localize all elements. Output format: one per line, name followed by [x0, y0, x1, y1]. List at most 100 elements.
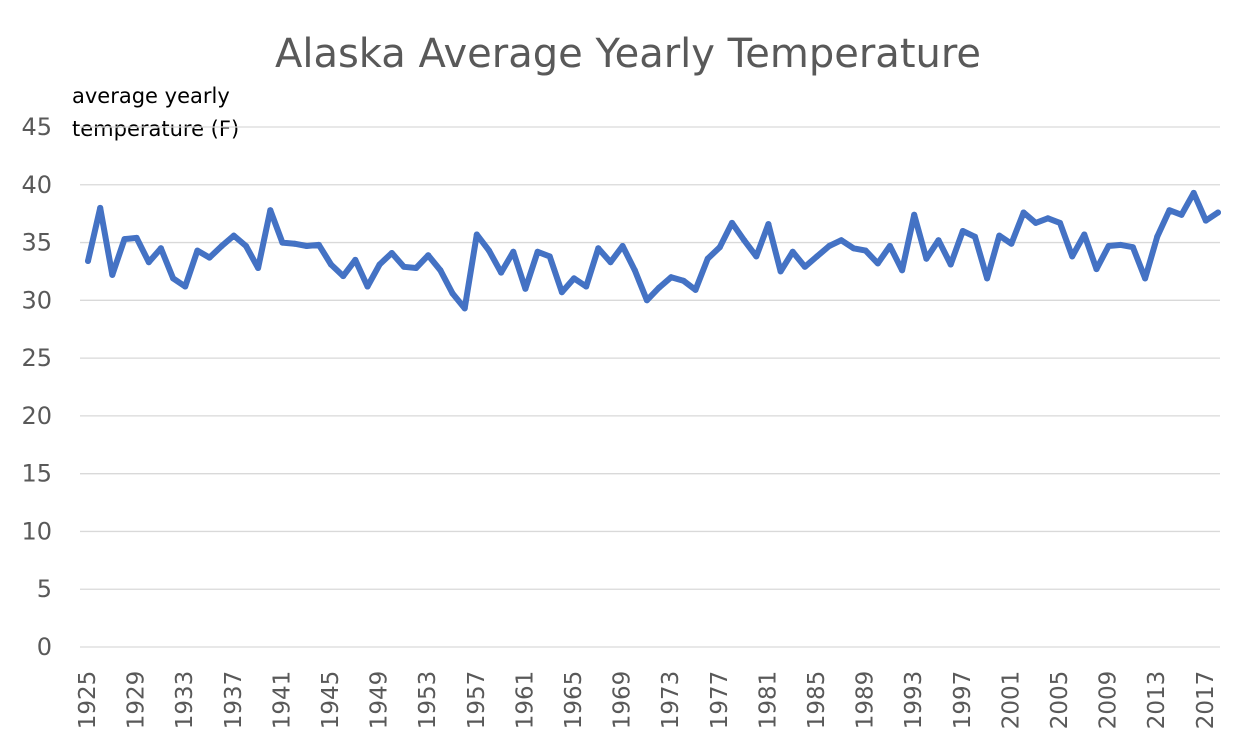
data-point: [1154, 233, 1161, 240]
data-point: [753, 253, 760, 260]
data-point: [267, 207, 274, 214]
data-point: [607, 259, 614, 266]
data-point: [571, 275, 577, 282]
data-point: [838, 237, 845, 244]
data-point: [522, 285, 529, 292]
gridlines: [80, 126, 1220, 648]
data-point: [206, 254, 213, 261]
data-point: [741, 237, 748, 244]
data-point: [85, 258, 91, 264]
x-tick-label: 1981: [755, 671, 781, 730]
y-tick-label: 30: [21, 286, 52, 314]
data-point: [656, 284, 663, 291]
data-point: [437, 267, 444, 274]
data-point: [473, 231, 480, 238]
data-point: [218, 243, 225, 249]
series-layer: [85, 189, 1221, 312]
data-point: [1093, 266, 1100, 273]
y-tick-label: 20: [21, 402, 52, 430]
data-point: [510, 248, 517, 255]
data-point: [704, 255, 711, 262]
data-point: [376, 261, 383, 268]
data-point: [716, 244, 723, 251]
data-point: [425, 252, 432, 259]
data-point: [996, 232, 1003, 239]
data-point: [1020, 209, 1027, 216]
x-tick-label: 1953: [415, 671, 441, 730]
y-tick-label: 0: [37, 633, 52, 661]
data-point: [364, 283, 371, 290]
x-tick-label: 2009: [1096, 671, 1122, 730]
data-point: [1215, 209, 1221, 216]
data-point: [935, 237, 942, 244]
x-tick-label: 1957: [464, 671, 490, 730]
data-point: [243, 243, 249, 249]
data-point: [498, 269, 505, 276]
x-tick-label: 1929: [124, 671, 150, 730]
y-tick-label: 5: [37, 575, 52, 603]
x-tick-label: 1993: [901, 671, 927, 730]
data-point: [1105, 243, 1112, 249]
data-point: [145, 259, 152, 266]
data-point: [1032, 219, 1039, 226]
x-tick-label: 1941: [269, 671, 295, 730]
data-point: [826, 243, 833, 249]
data-point: [109, 271, 116, 278]
x-tick-label: 1973: [658, 671, 684, 730]
data-point: [643, 297, 650, 304]
data-point: [255, 265, 262, 271]
data-point: [899, 267, 906, 274]
data-point: [328, 261, 334, 268]
data-point: [862, 247, 869, 254]
data-point: [631, 267, 638, 274]
data-point: [595, 245, 602, 252]
x-tick-label: 1989: [853, 671, 879, 730]
data-point: [449, 290, 456, 297]
data-point: [814, 253, 820, 260]
y-tick-label: 25: [21, 344, 52, 372]
data-point: [170, 275, 177, 282]
data-point: [765, 221, 772, 228]
data-point: [97, 204, 104, 211]
data-point: [972, 233, 978, 240]
data-point: [1202, 217, 1209, 224]
data-point: [486, 247, 492, 254]
x-tick-label: 1965: [561, 671, 587, 730]
data-point: [230, 232, 237, 239]
data-point: [400, 263, 407, 270]
data-point: [1190, 189, 1197, 196]
data-point: [303, 243, 310, 249]
y-axis-label-line-2: temperature (F): [72, 117, 239, 141]
data-point: [461, 305, 468, 312]
y-tick-label: 10: [21, 517, 52, 545]
y-axis-ticks: 0 5 10 15 20 25 30 35 40 45: [21, 113, 52, 661]
data-point: [121, 236, 128, 243]
data-point: [1081, 231, 1088, 238]
data-point: [546, 253, 553, 260]
data-point: [1129, 244, 1136, 251]
y-tick-label: 15: [21, 460, 52, 488]
data-point: [911, 211, 918, 218]
data-point: [801, 263, 808, 270]
chart-title: Alaska Average Yearly Temperature: [275, 31, 981, 77]
x-tick-label: 1933: [172, 671, 198, 730]
x-tick-label: 2013: [1144, 671, 1170, 730]
data-point: [340, 273, 347, 280]
x-tick-label: 1937: [221, 671, 247, 730]
data-point: [534, 248, 541, 255]
data-point: [182, 283, 189, 290]
x-tick-label: 1969: [610, 671, 636, 730]
data-point: [388, 250, 395, 256]
x-tick-label: 1977: [707, 671, 733, 730]
data-point: [413, 265, 420, 271]
data-point: [352, 256, 359, 263]
x-tick-label: 1985: [804, 671, 830, 730]
data-point: [959, 228, 966, 234]
data-point: [133, 234, 140, 241]
data-point: [558, 289, 565, 296]
data-point: [1044, 215, 1051, 222]
x-tick-label: 1925: [75, 671, 101, 730]
data-point: [984, 275, 991, 282]
series-line-0: [85, 189, 1221, 312]
